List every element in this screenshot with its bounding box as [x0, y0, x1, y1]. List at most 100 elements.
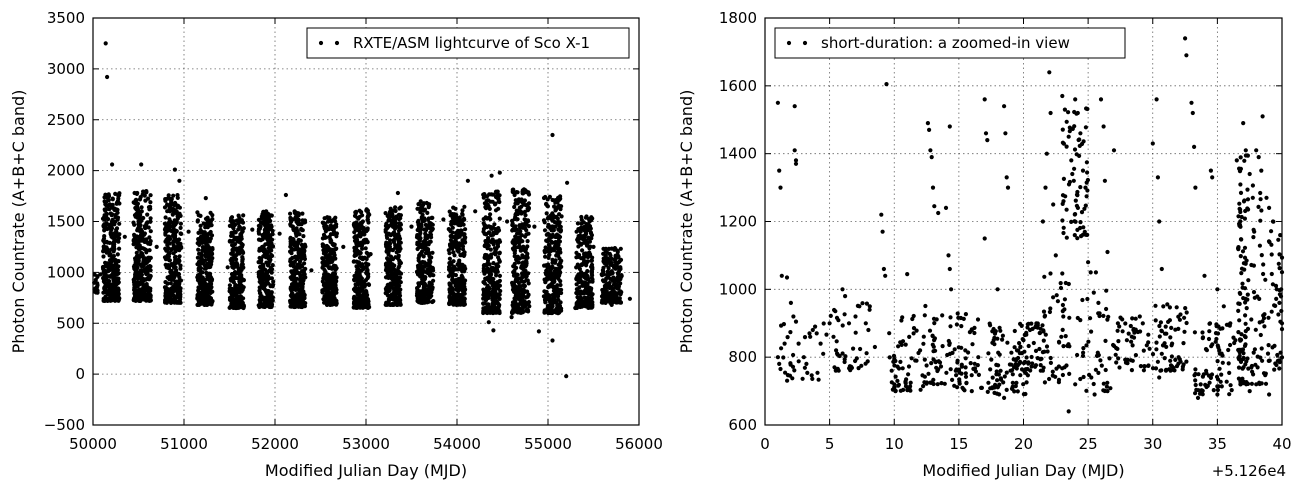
data-point	[514, 277, 519, 282]
data-point	[395, 190, 400, 196]
x-tick-label: 55000	[524, 435, 572, 453]
data-point	[361, 279, 366, 284]
data-point	[145, 265, 150, 270]
data-point	[430, 215, 435, 220]
data-point	[398, 260, 403, 266]
data-point	[301, 278, 306, 283]
data-point	[256, 274, 261, 279]
x-tick-label: 54000	[433, 435, 481, 453]
data-point	[202, 279, 207, 284]
data-point	[146, 241, 151, 246]
data-point	[148, 229, 153, 234]
data-point	[177, 178, 182, 183]
data-point	[260, 237, 265, 242]
data-point	[260, 212, 265, 217]
data-point	[288, 239, 293, 244]
data-point	[154, 244, 159, 249]
data-point	[397, 283, 402, 288]
data-point	[117, 221, 122, 226]
data-point	[419, 215, 424, 220]
data-point	[384, 244, 389, 249]
data-point	[288, 211, 293, 216]
data-point	[547, 194, 553, 199]
data-point	[195, 219, 200, 224]
data-point	[618, 246, 623, 251]
data-point	[325, 215, 330, 220]
data-point	[356, 275, 361, 280]
data-point	[163, 257, 168, 262]
data-point	[148, 193, 153, 198]
data-point	[322, 221, 327, 226]
data-point	[415, 246, 420, 252]
data-point	[546, 242, 552, 247]
data-point	[135, 190, 140, 196]
data-point	[144, 250, 149, 255]
data-point	[93, 277, 98, 282]
data-point	[352, 245, 357, 250]
data-point	[209, 223, 214, 228]
data-point	[265, 263, 271, 268]
data-point	[545, 231, 551, 236]
data-point	[524, 274, 529, 279]
data-point	[392, 297, 397, 302]
data-point	[392, 270, 397, 275]
data-point	[364, 289, 369, 294]
data-point	[210, 217, 215, 222]
data-point	[102, 270, 107, 275]
data-point	[388, 222, 393, 228]
data-point	[558, 224, 563, 229]
data-point	[239, 289, 244, 294]
data-point	[422, 264, 427, 269]
data-point	[176, 260, 181, 265]
data-point	[167, 209, 173, 214]
data-point	[144, 190, 149, 195]
data-point	[579, 256, 584, 261]
data-point	[601, 272, 607, 277]
data-point	[173, 249, 178, 254]
data-point	[209, 249, 214, 255]
data-point	[458, 228, 464, 233]
data-point	[416, 297, 421, 302]
data-point	[548, 271, 553, 276]
data-point	[526, 300, 532, 305]
data-point	[204, 301, 209, 306]
data-point	[164, 265, 169, 270]
data-point	[199, 251, 204, 257]
data-point	[383, 291, 388, 296]
data-point	[565, 180, 570, 185]
data-point	[111, 283, 116, 289]
data-point	[109, 226, 115, 231]
data-point	[205, 293, 210, 298]
data-point	[398, 205, 403, 210]
data-point	[488, 310, 493, 315]
data-point	[496, 199, 501, 204]
data-point	[303, 266, 308, 271]
data-point	[446, 227, 451, 232]
data-point	[454, 212, 459, 217]
data-point	[175, 195, 180, 200]
data-point	[497, 170, 502, 175]
data-point	[196, 262, 201, 267]
data-point	[392, 236, 397, 242]
data-point	[447, 261, 452, 266]
data-point	[111, 239, 116, 245]
data-point	[453, 237, 458, 242]
data-point	[546, 224, 551, 229]
data-point	[416, 240, 421, 245]
data-point	[364, 250, 369, 255]
data-point	[227, 283, 232, 288]
data-point	[105, 74, 110, 80]
data-point	[574, 301, 579, 306]
data-point	[109, 295, 114, 300]
data-point	[544, 211, 549, 216]
data-point	[240, 255, 245, 260]
data-point	[616, 254, 621, 259]
data-point	[352, 230, 357, 235]
data-point	[171, 262, 176, 267]
data-point	[177, 248, 182, 253]
data-point	[494, 294, 499, 299]
data-point	[196, 230, 201, 235]
data-point	[447, 209, 452, 214]
data-point	[94, 286, 99, 291]
data-point	[485, 204, 490, 209]
